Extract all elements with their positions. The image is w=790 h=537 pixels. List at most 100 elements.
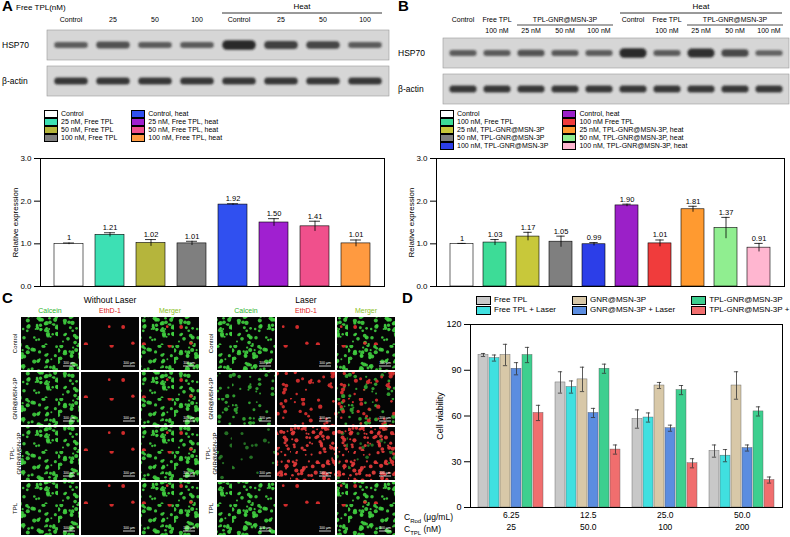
- svg-text:TPL: TPL: [12, 502, 18, 514]
- svg-text:100 nM: 100 nM: [485, 27, 509, 34]
- svg-text:50.0: 50.0: [580, 522, 597, 532]
- svg-text:0.91: 0.91: [752, 234, 767, 243]
- svg-text:1: 1: [460, 234, 464, 243]
- svg-text:Laser: Laser: [295, 295, 316, 305]
- svg-text:100 μm: 100 μm: [123, 416, 135, 420]
- svg-text:1.0: 1.0: [416, 239, 428, 248]
- svg-text:100 μm: 100 μm: [379, 526, 391, 530]
- svg-text:1.02: 1.02: [144, 230, 159, 239]
- svg-text:1.01: 1.01: [349, 230, 364, 239]
- svg-text:Cell viability: Cell viability: [435, 392, 445, 440]
- svg-text:100 nM: 100 nM: [757, 27, 781, 34]
- svg-text:90: 90: [451, 365, 461, 375]
- svg-text:100 μm: 100 μm: [123, 471, 135, 475]
- svg-text:100: 100: [191, 16, 203, 23]
- svg-text:1.50: 1.50: [267, 209, 282, 218]
- svg-text:1: 1: [67, 233, 71, 242]
- svg-text:HSP70: HSP70: [398, 48, 425, 58]
- svg-text:Control: Control: [12, 334, 18, 353]
- svg-text:Control: Control: [622, 16, 645, 23]
- svg-text:2.0: 2.0: [20, 197, 32, 206]
- svg-text:50: 50: [151, 16, 159, 23]
- svg-text:TPL-GNR@MSN-3P: TPL-GNR@MSN-3P: [533, 16, 598, 23]
- svg-text:25: 25: [109, 16, 117, 23]
- svg-text:6.25: 6.25: [503, 510, 520, 520]
- svg-text:100 μm: 100 μm: [183, 416, 195, 420]
- svg-text:100 nM: 100 nM: [587, 27, 611, 34]
- svg-text:Free TPL: Free TPL: [652, 16, 681, 23]
- svg-text:Control: Control: [228, 16, 251, 23]
- svg-text:100 μm: 100 μm: [319, 471, 331, 475]
- svg-text:1.0: 1.0: [20, 239, 32, 248]
- svg-text:β-actin: β-actin: [398, 84, 424, 94]
- svg-text:EthD-1: EthD-1: [295, 307, 317, 314]
- svg-text:0.99: 0.99: [587, 233, 602, 242]
- svg-text:Without Laser: Without Laser: [84, 295, 137, 305]
- svg-text:100 μm: 100 μm: [183, 361, 195, 365]
- svg-text:Merger: Merger: [159, 307, 182, 315]
- svg-text:Heat: Heat: [294, 2, 312, 11]
- svg-text:100 μm: 100 μm: [379, 471, 391, 475]
- svg-text:100 μm: 100 μm: [259, 361, 271, 365]
- svg-text:0: 0: [456, 502, 461, 512]
- svg-text:100 μm: 100 μm: [123, 526, 135, 530]
- svg-text:1.37: 1.37: [719, 208, 734, 217]
- svg-text:Relative expression: Relative expression: [11, 188, 20, 258]
- svg-text:Relative expression: Relative expression: [407, 188, 416, 258]
- svg-text:100 μm: 100 μm: [259, 471, 271, 475]
- svg-text:100 μm: 100 μm: [63, 416, 75, 420]
- svg-text:Heat: Heat: [693, 2, 711, 11]
- svg-text:12.5: 12.5: [580, 510, 597, 520]
- svg-text:25: 25: [277, 16, 285, 23]
- svg-text:Free TPL: Free TPL: [482, 16, 511, 23]
- svg-text:EthD-1: EthD-1: [99, 307, 121, 314]
- svg-text:1.90: 1.90: [620, 195, 635, 204]
- svg-text:β-actin: β-actin: [2, 76, 28, 86]
- svg-text:Control: Control: [452, 16, 475, 23]
- svg-text:100 μm: 100 μm: [379, 361, 391, 365]
- svg-text:50 nM: 50 nM: [555, 27, 575, 34]
- svg-text:25 nM: 25 nM: [521, 27, 541, 34]
- svg-text:200: 200: [735, 522, 749, 532]
- svg-text:100: 100: [359, 16, 371, 23]
- svg-text:100 μm: 100 μm: [63, 361, 75, 365]
- svg-text:Control: Control: [208, 334, 214, 353]
- svg-text:100 μm: 100 μm: [63, 526, 75, 530]
- svg-text:1.03: 1.03: [488, 230, 503, 239]
- svg-text:50 nM: 50 nM: [725, 27, 745, 34]
- svg-text:1.01: 1.01: [653, 230, 668, 239]
- svg-text:100 μm: 100 μm: [319, 361, 331, 365]
- svg-text:1.17: 1.17: [521, 223, 536, 232]
- svg-text:100 μm: 100 μm: [259, 526, 271, 530]
- svg-text:50: 50: [319, 16, 327, 23]
- svg-text:25: 25: [507, 522, 517, 532]
- svg-text:1.81: 1.81: [686, 197, 701, 206]
- svg-text:100 nM: 100 nM: [655, 27, 679, 34]
- svg-text:Merger: Merger: [355, 307, 378, 315]
- svg-text:100 μm: 100 μm: [259, 416, 271, 420]
- svg-text:100: 100: [658, 522, 672, 532]
- svg-text:100 μm: 100 μm: [379, 416, 391, 420]
- svg-text:GNR@MSN-3P: GNR@MSN-3P: [208, 377, 214, 419]
- svg-text:1.92: 1.92: [226, 194, 241, 203]
- svg-text:1.05: 1.05: [554, 227, 569, 236]
- svg-text:1.01: 1.01: [185, 232, 200, 241]
- svg-text:TPL-GNR@MSN-3P: TPL-GNR@MSN-3P: [9, 432, 22, 474]
- svg-text:50.0: 50.0: [734, 510, 751, 520]
- svg-text:60: 60: [451, 411, 461, 421]
- svg-text:Calcein: Calcein: [38, 307, 61, 314]
- svg-text:25 nM: 25 nM: [691, 27, 711, 34]
- svg-text:TPL-GNR@MSN-3P: TPL-GNR@MSN-3P: [703, 16, 768, 23]
- svg-text:100 μm: 100 μm: [123, 361, 135, 365]
- svg-text:100 μm: 100 μm: [63, 471, 75, 475]
- svg-text:Calcein: Calcein: [234, 307, 257, 314]
- svg-text:TPL: TPL: [208, 502, 214, 514]
- svg-text:0.0: 0.0: [20, 282, 32, 291]
- svg-text:TPL-GNR@MSN-3P: TPL-GNR@MSN-3P: [205, 432, 218, 474]
- svg-text:Control: Control: [60, 16, 83, 23]
- svg-text:1.21: 1.21: [103, 223, 118, 232]
- svg-text:HSP70: HSP70: [2, 40, 29, 50]
- svg-text:100 μm: 100 μm: [183, 526, 195, 530]
- svg-text:0.0: 0.0: [416, 282, 428, 291]
- svg-text:3.0: 3.0: [416, 154, 428, 163]
